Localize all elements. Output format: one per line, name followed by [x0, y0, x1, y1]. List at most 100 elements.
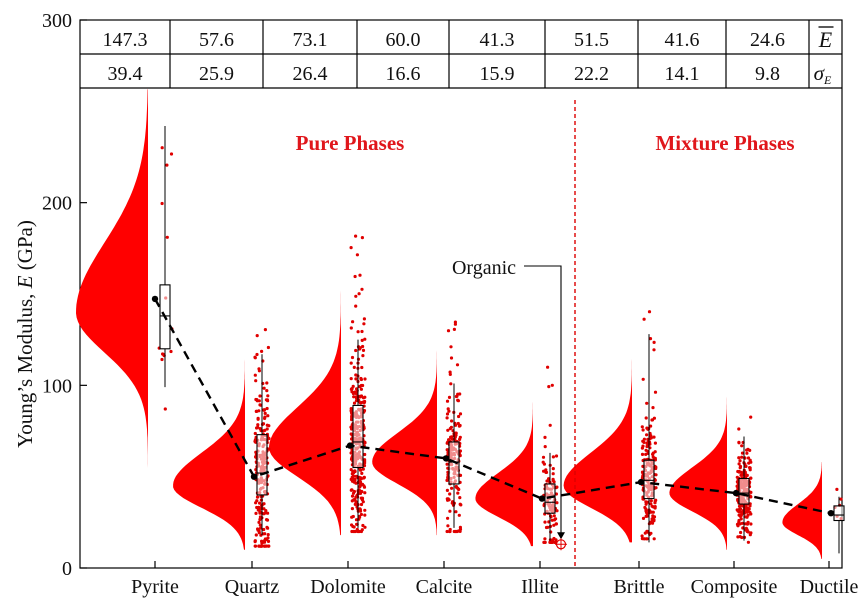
data-point	[355, 387, 359, 391]
data-point	[740, 444, 744, 448]
data-point	[349, 377, 353, 381]
data-point	[253, 431, 257, 436]
data-point	[551, 478, 555, 483]
data-point	[735, 484, 739, 488]
data-point	[350, 418, 354, 422]
data-point	[652, 416, 657, 420]
data-point	[350, 523, 354, 527]
data-point	[652, 348, 656, 352]
data-point	[445, 478, 450, 482]
data-point	[258, 515, 262, 519]
data-point	[745, 451, 749, 455]
data-point	[362, 317, 366, 321]
table-std-value: 16.6	[386, 63, 421, 85]
data-point	[738, 466, 742, 470]
data-point	[652, 515, 657, 519]
data-point	[456, 491, 460, 495]
data-point	[360, 496, 365, 500]
data-point	[749, 490, 753, 494]
data-point	[353, 469, 357, 474]
table-mean-value: 60.0	[386, 29, 421, 51]
data-point	[446, 524, 450, 528]
mixture-phases-label: Mixture Phases	[655, 131, 794, 155]
table-std-label: σE	[814, 61, 832, 87]
data-point	[165, 163, 169, 167]
data-point	[749, 476, 753, 480]
data-point	[256, 508, 260, 512]
data-point	[646, 529, 650, 534]
y-axis-label-prefix: Young’s Modulus,	[13, 288, 37, 448]
data-point	[353, 274, 357, 279]
data-point	[645, 433, 649, 437]
table-std-value: 14.1	[665, 63, 700, 85]
organic-pointer-arrow	[557, 532, 565, 540]
data-point	[748, 466, 752, 470]
data-point	[651, 406, 655, 410]
data-point	[744, 522, 748, 526]
data-point	[357, 292, 361, 296]
data-point	[257, 531, 261, 535]
data-point	[354, 304, 358, 308]
data-point	[263, 428, 267, 432]
data-point	[351, 384, 355, 388]
data-point	[359, 387, 363, 391]
data-point	[362, 409, 367, 413]
data-point	[744, 528, 748, 532]
annotations: Pure Phases Mixture Phases Organic	[296, 100, 795, 568]
box-illite	[544, 483, 556, 514]
data-point	[552, 523, 556, 527]
data-point	[350, 390, 354, 394]
data-point	[255, 398, 259, 402]
data-point	[458, 437, 462, 441]
data-point	[451, 500, 455, 504]
x-tick-label: Ductile	[800, 576, 859, 598]
data-point	[255, 495, 260, 499]
data-point	[652, 537, 656, 541]
table-std-value: 9.8	[755, 63, 780, 85]
data-point	[739, 517, 743, 521]
data-point	[642, 317, 646, 321]
data-point	[748, 533, 752, 537]
box-quartz	[256, 434, 268, 496]
data-point	[266, 414, 270, 418]
data-point	[450, 437, 454, 441]
data-point	[266, 526, 270, 530]
data-point	[652, 435, 656, 439]
data-point	[265, 381, 269, 385]
data-point	[349, 326, 353, 330]
data-point	[642, 537, 646, 541]
data-point	[265, 518, 270, 522]
data-point	[263, 416, 267, 420]
data-point	[649, 520, 653, 524]
data-point	[555, 501, 559, 505]
table-std-value: 26.4	[293, 63, 328, 85]
table-mean-value: 41.3	[480, 29, 515, 51]
data-point	[449, 356, 454, 360]
data-point	[446, 329, 451, 333]
table-mean-label: E	[818, 27, 833, 52]
data-point	[650, 418, 654, 422]
data-point	[640, 425, 644, 429]
data-point	[745, 473, 749, 477]
data-point	[255, 334, 259, 338]
mean-marker	[346, 442, 354, 449]
data-point	[363, 458, 367, 462]
organic-pointer-line	[524, 265, 562, 537]
data-point	[266, 539, 271, 544]
violin-ductile	[782, 462, 822, 559]
data-point	[541, 455, 546, 459]
data-point	[260, 544, 264, 548]
data-point	[358, 484, 362, 488]
data-point	[363, 513, 367, 517]
data-point	[351, 320, 355, 324]
data-point	[354, 500, 358, 504]
data-point	[653, 441, 658, 445]
data-point	[454, 484, 458, 489]
data-point	[654, 486, 658, 490]
data-point	[257, 505, 261, 509]
data-point	[745, 509, 750, 513]
data-point	[641, 377, 645, 381]
data-point	[354, 294, 358, 298]
data-point	[543, 520, 547, 524]
